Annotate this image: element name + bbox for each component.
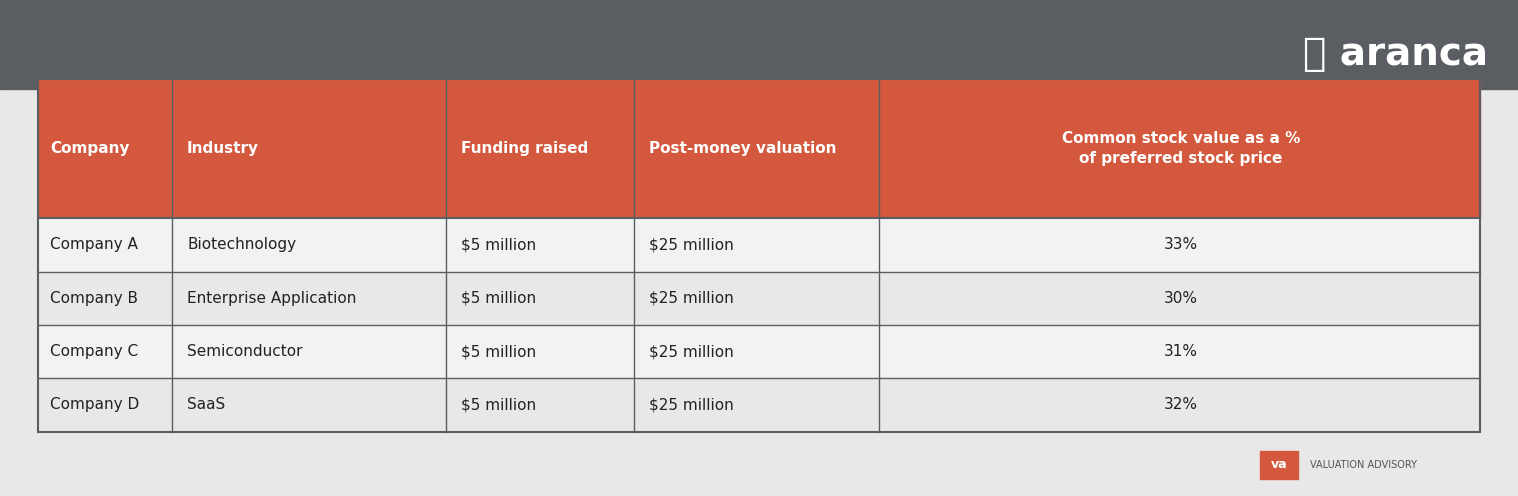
Text: $25 million: $25 million xyxy=(648,238,733,252)
Text: Company A: Company A xyxy=(50,238,138,252)
Text: VALUATION ADVISORY: VALUATION ADVISORY xyxy=(1310,460,1416,470)
Text: Enterprise Application: Enterprise Application xyxy=(187,291,357,306)
Text: Semiconductor: Semiconductor xyxy=(187,344,302,359)
Bar xyxy=(38,79,1480,218)
Text: $5 million: $5 million xyxy=(461,238,536,252)
Text: Company B: Company B xyxy=(50,291,138,306)
Text: $25 million: $25 million xyxy=(648,344,733,359)
Bar xyxy=(1260,451,1298,479)
Text: 32%: 32% xyxy=(1164,397,1198,412)
Text: Biotechnology: Biotechnology xyxy=(187,238,296,252)
Text: Common stock value as a %
of preferred stock price: Common stock value as a % of preferred s… xyxy=(1061,131,1299,166)
Text: $5 million: $5 million xyxy=(461,344,536,359)
Text: 聆 aranca: 聆 aranca xyxy=(1302,35,1488,73)
Text: va: va xyxy=(1271,458,1287,472)
Text: Funding raised: Funding raised xyxy=(461,141,589,156)
Text: $25 million: $25 million xyxy=(648,397,733,412)
Text: $25 million: $25 million xyxy=(648,291,733,306)
Text: Company C: Company C xyxy=(50,344,138,359)
Bar xyxy=(38,325,1480,378)
Text: 31%: 31% xyxy=(1164,344,1198,359)
Text: SaaS: SaaS xyxy=(187,397,225,412)
Bar xyxy=(38,79,1480,432)
Text: Company D: Company D xyxy=(50,397,140,412)
Text: Industry: Industry xyxy=(187,141,260,156)
Bar xyxy=(0,0,1518,89)
Text: $5 million: $5 million xyxy=(461,291,536,306)
Text: Company: Company xyxy=(50,141,129,156)
Bar xyxy=(38,218,1480,272)
Text: Post-money valuation: Post-money valuation xyxy=(648,141,836,156)
Bar xyxy=(38,272,1480,325)
Bar xyxy=(38,378,1480,432)
Text: $5 million: $5 million xyxy=(461,397,536,412)
Text: 30%: 30% xyxy=(1164,291,1198,306)
Text: 33%: 33% xyxy=(1164,238,1198,252)
